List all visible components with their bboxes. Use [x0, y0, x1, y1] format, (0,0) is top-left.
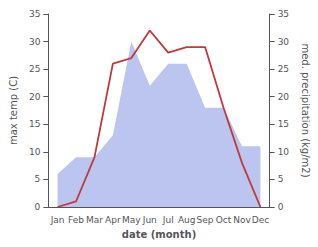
svg-text:15: 15 [29, 119, 40, 129]
svg-text:med. precipitation (kg/m2): med. precipitation (kg/m2) [300, 43, 311, 177]
svg-text:max temp (C): max temp (C) [8, 76, 19, 145]
svg-text:25: 25 [29, 64, 40, 74]
svg-text:10: 10 [29, 147, 41, 157]
svg-text:15: 15 [278, 119, 289, 129]
svg-text:0: 0 [35, 202, 41, 212]
svg-text:Aug: Aug [178, 215, 196, 225]
svg-text:Nov: Nov [233, 215, 251, 225]
svg-text:5: 5 [35, 174, 41, 184]
svg-text:30: 30 [29, 37, 41, 47]
svg-text:Jan: Jan [50, 215, 65, 225]
svg-text:Dec: Dec [252, 215, 269, 225]
svg-text:Oct: Oct [216, 215, 232, 225]
svg-text:5: 5 [278, 174, 284, 184]
svg-text:Jul: Jul [162, 215, 174, 225]
svg-text:Jun: Jun [142, 215, 157, 225]
svg-text:May: May [122, 215, 141, 225]
svg-text:date (month): date (month) [122, 229, 196, 240]
svg-text:Sep: Sep [197, 215, 214, 225]
svg-text:25: 25 [278, 64, 289, 74]
svg-text:35: 35 [278, 9, 289, 19]
svg-text:35: 35 [29, 9, 40, 19]
svg-text:30: 30 [278, 37, 290, 47]
svg-text:20: 20 [278, 92, 290, 102]
svg-text:0: 0 [278, 202, 284, 212]
svg-text:Apr: Apr [105, 215, 121, 225]
svg-text:Mar: Mar [86, 215, 103, 225]
svg-text:Feb: Feb [68, 215, 84, 225]
svg-text:20: 20 [29, 92, 41, 102]
svg-text:10: 10 [278, 147, 290, 157]
